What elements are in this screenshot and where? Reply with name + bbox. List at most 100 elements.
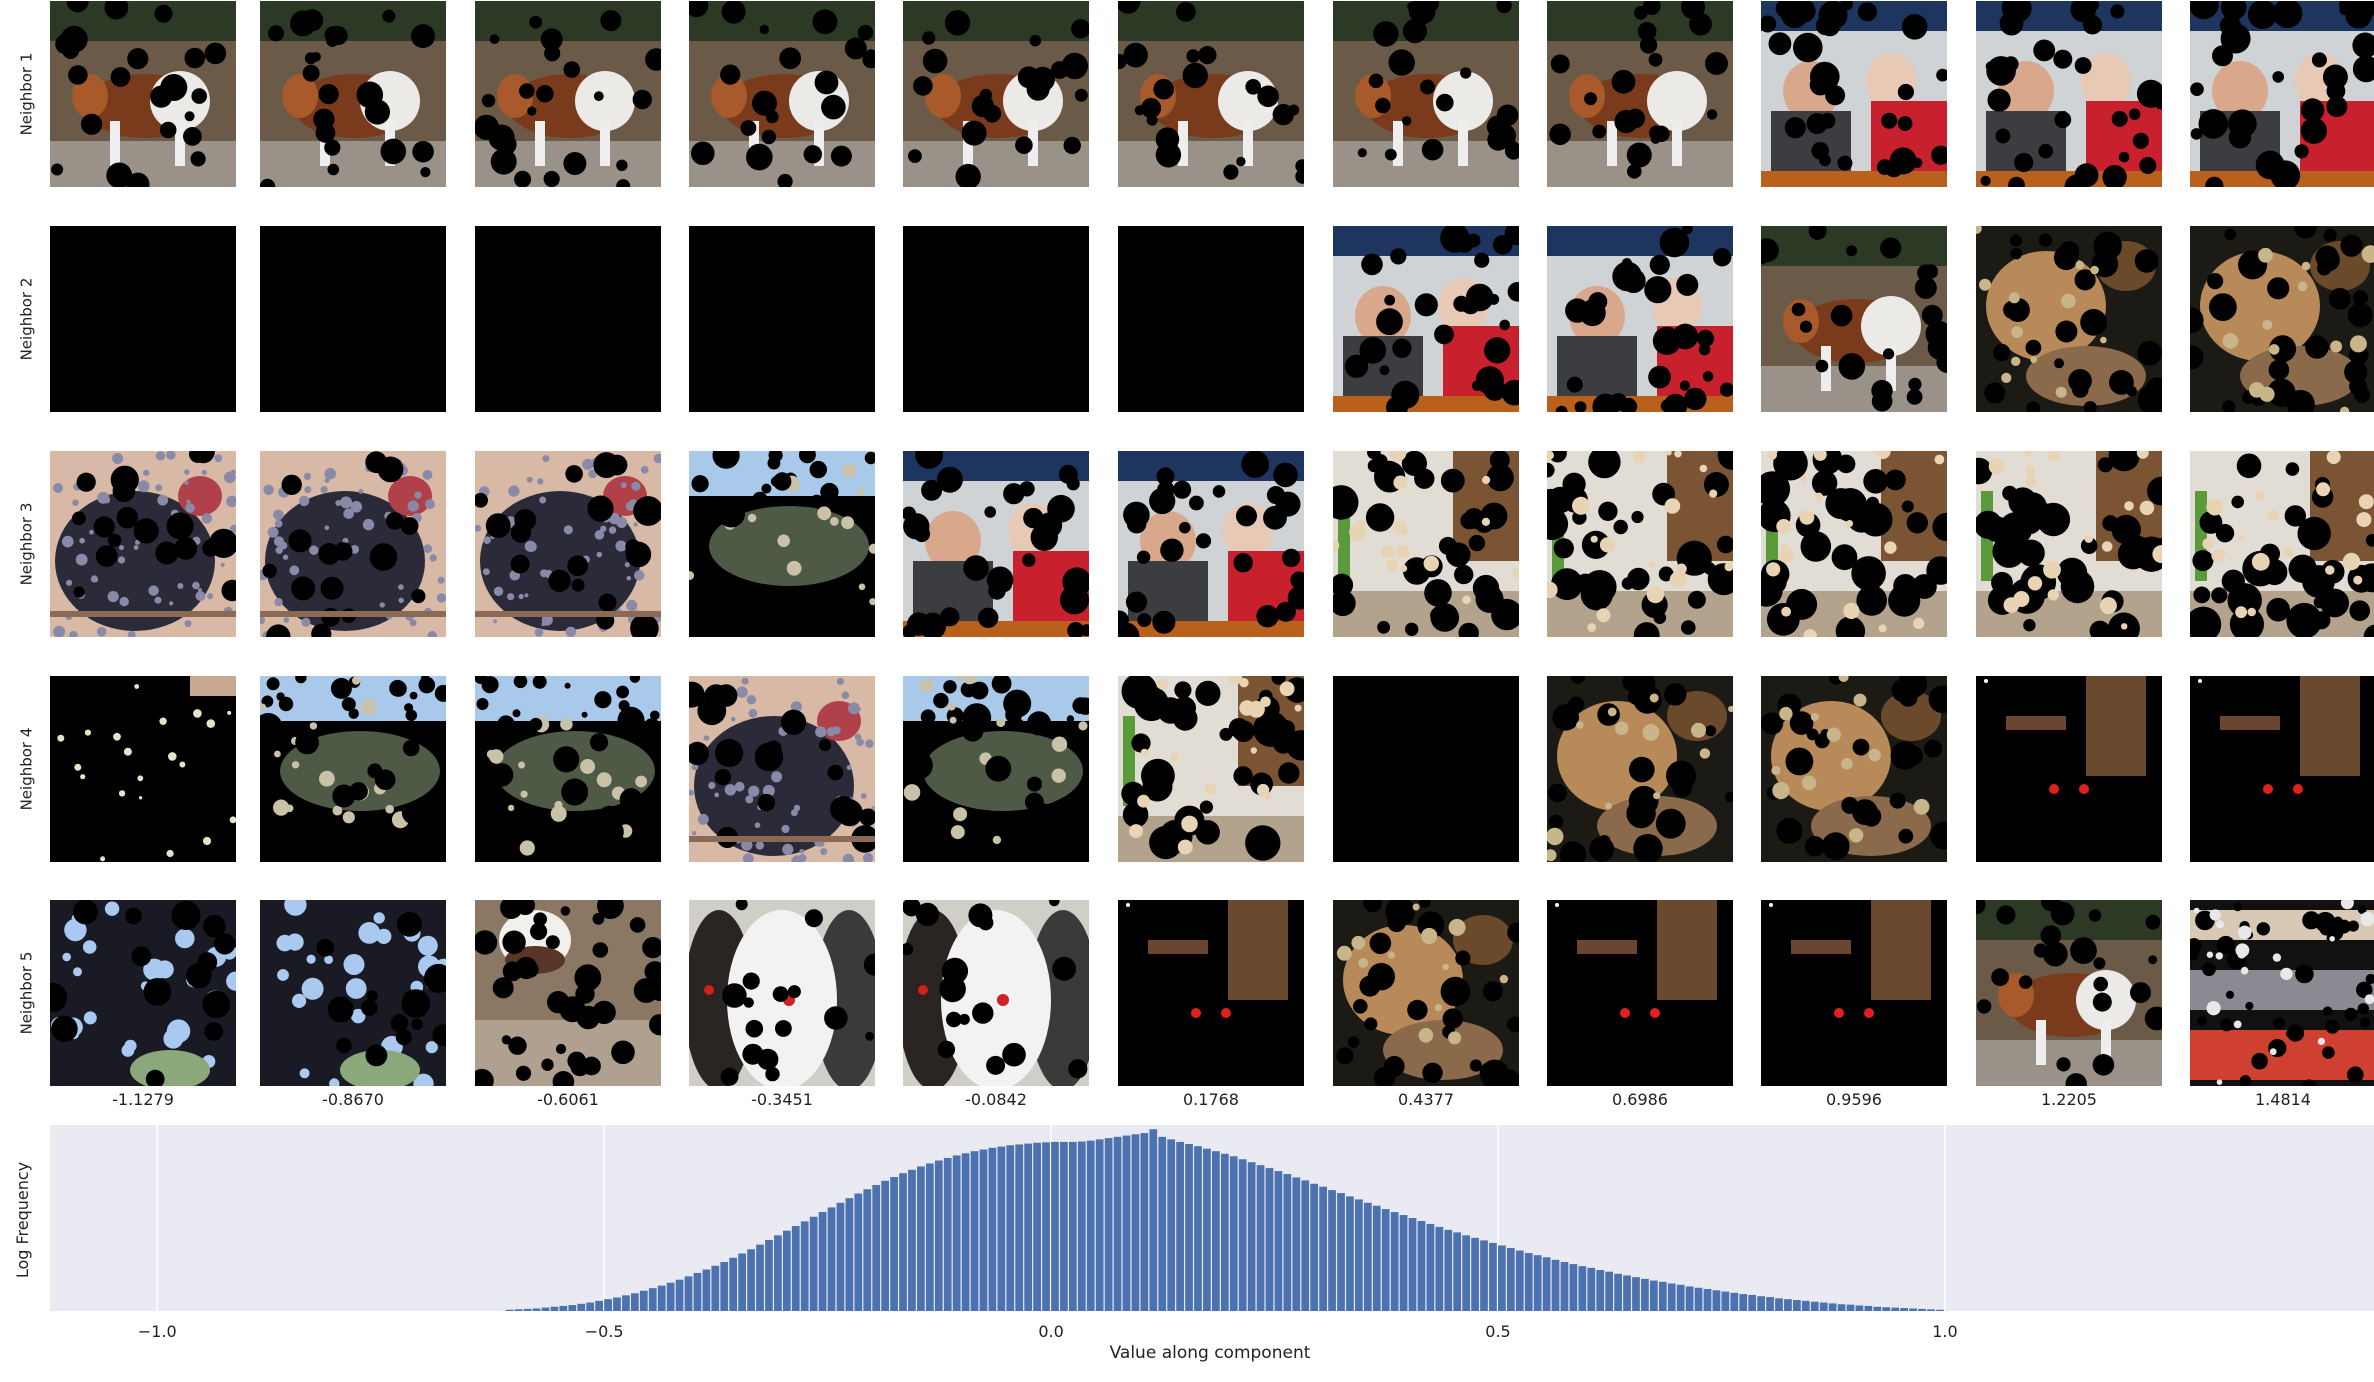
histogram-bar [970, 1151, 979, 1311]
neighbor-image [50, 451, 236, 637]
histogram-bar [1828, 1303, 1837, 1311]
histogram-bar [1533, 1255, 1542, 1311]
histogram-bar [1748, 1294, 1757, 1311]
histogram-bar [1220, 1153, 1229, 1311]
histogram-bar [1837, 1304, 1846, 1311]
x-tick-label: 0.0 [1038, 1322, 1064, 1341]
histogram-bar [568, 1305, 577, 1311]
histogram-bar [908, 1169, 916, 1311]
histogram-bar [1498, 1245, 1506, 1311]
neighbor-image [1761, 226, 1947, 412]
histogram-bar [1506, 1248, 1515, 1311]
histogram-bar [1355, 1199, 1363, 1311]
histogram-bar [1578, 1266, 1587, 1311]
neighbor-image [50, 900, 236, 1086]
histogram-bar [675, 1279, 684, 1311]
neighbor-image [50, 676, 236, 862]
histogram-bar [1801, 1300, 1810, 1311]
neighbor-image [1547, 1, 1733, 187]
histogram-bar [1480, 1240, 1488, 1311]
row-label: Neighbor 3 [17, 502, 36, 586]
neighbor-image [475, 676, 661, 862]
y-axis-label: Log Frequency [13, 1161, 32, 1279]
histogram-bar [1730, 1292, 1739, 1311]
histogram-bar [756, 1244, 764, 1311]
histogram-bar [1471, 1237, 1479, 1311]
histogram-bar [1560, 1261, 1569, 1311]
neighbor-image [903, 676, 1089, 862]
histogram-bar [1453, 1232, 1462, 1311]
neighbor-image [1976, 451, 2162, 637]
column-value-label: -1.1279 [112, 1090, 174, 1109]
histogram-bar [1623, 1275, 1631, 1311]
neighbor-image [689, 900, 875, 1086]
histogram-bar [1605, 1271, 1614, 1311]
row-label: Neighbor 2 [17, 277, 36, 361]
histogram-bar [1158, 1136, 1167, 1311]
histogram-bar [961, 1153, 970, 1311]
histogram-bar [720, 1261, 729, 1311]
histogram-bar [1641, 1278, 1649, 1311]
histogram-bar [1256, 1165, 1265, 1311]
histogram-bar [738, 1253, 746, 1311]
neighbor-image [260, 226, 446, 412]
histogram-bar [881, 1180, 890, 1311]
histogram-bar [1775, 1298, 1783, 1311]
neighbor-image [50, 226, 236, 412]
histogram-bar [854, 1193, 863, 1311]
neighbor-image [903, 1, 1089, 187]
histogram-bar [1927, 1309, 1935, 1311]
histogram-bar [648, 1288, 657, 1311]
histogram-bar [711, 1265, 720, 1311]
histogram-bar [1900, 1308, 1908, 1311]
histogram-bar [1784, 1299, 1792, 1311]
row-label: Neighbor 5 [17, 951, 36, 1035]
column-value-label: -0.6061 [537, 1090, 599, 1109]
histogram-bar [1810, 1301, 1819, 1311]
histogram-bar [1006, 1145, 1015, 1311]
histogram-bar [1542, 1257, 1551, 1311]
histogram-bar [1417, 1220, 1426, 1311]
histogram-bar [1444, 1229, 1453, 1311]
row-label: Neighbor 1 [17, 52, 36, 136]
histogram-bar [1462, 1235, 1471, 1311]
histogram-bar [863, 1189, 872, 1311]
row-label: Neighbor 4 [17, 727, 36, 811]
histogram-bar [1489, 1242, 1497, 1311]
neighbor-image [475, 451, 661, 637]
histogram-bar [1194, 1146, 1202, 1311]
histogram-bar [550, 1306, 559, 1311]
histogram-bar [613, 1297, 621, 1311]
histogram-bar [1283, 1174, 1292, 1311]
x-tick-label: 1.0 [1932, 1322, 1958, 1341]
histogram-bar [1757, 1296, 1765, 1311]
neighbor-image [689, 1, 875, 187]
histogram-bar [1346, 1196, 1354, 1311]
histogram-bar [505, 1309, 514, 1311]
histogram-bar [1319, 1186, 1327, 1311]
histogram-bar [1649, 1280, 1658, 1311]
column-value-label: 0.4377 [1398, 1090, 1454, 1109]
neighbor-image [1976, 676, 2162, 862]
neighbor-image [903, 451, 1089, 637]
histogram-bar [1596, 1270, 1605, 1311]
histogram-bar [523, 1308, 532, 1311]
column-value-label: 0.1768 [1183, 1090, 1239, 1109]
neighbor-image [1118, 676, 1304, 862]
neighbor-image [689, 676, 875, 862]
histogram-bar [791, 1226, 800, 1311]
x-tick-label: −1.0 [137, 1322, 177, 1341]
histogram-bar [899, 1173, 907, 1311]
histogram-bar [1051, 1141, 1059, 1311]
histogram-bar [639, 1290, 648, 1311]
histogram-bar [1408, 1218, 1417, 1311]
histogram-bar [1766, 1297, 1774, 1311]
neighbor-image [1976, 900, 2162, 1086]
histogram-bar [1024, 1143, 1033, 1311]
histogram-bar [1131, 1134, 1140, 1311]
histogram-bar [1694, 1287, 1703, 1311]
neighbor-image [689, 451, 875, 637]
histogram-bar [1086, 1140, 1095, 1311]
neighbor-image [1761, 676, 1947, 862]
